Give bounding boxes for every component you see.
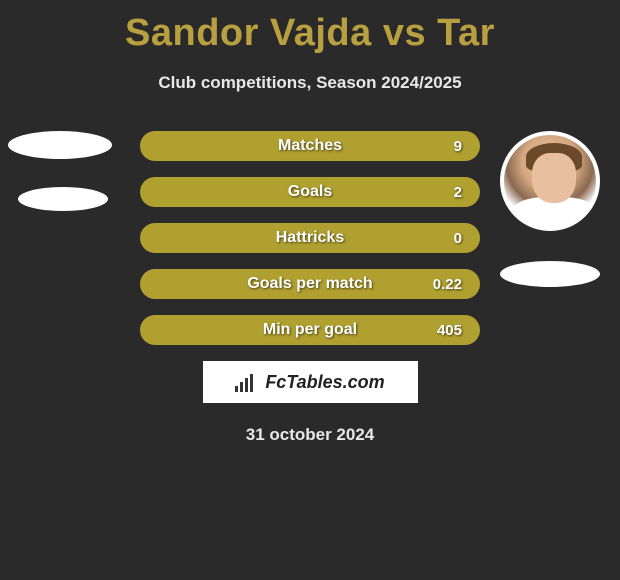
- stat-value: 405: [437, 322, 462, 339]
- subtitle: Club competitions, Season 2024/2025: [0, 73, 620, 93]
- stat-label: Min per goal: [158, 321, 462, 339]
- logo-text: FcTables.com: [265, 372, 384, 393]
- stat-value: 9: [454, 138, 462, 155]
- right-player-group: [500, 131, 600, 287]
- stat-value: 0.22: [433, 276, 462, 293]
- stat-value: 0: [454, 230, 462, 247]
- stat-value: 2: [454, 184, 462, 201]
- page-title: Sandor Vajda vs Tar: [0, 0, 620, 55]
- logo-box: FcTables.com: [203, 361, 418, 403]
- stat-label: Goals: [158, 183, 462, 201]
- stat-label: Matches: [158, 137, 462, 155]
- left-placeholder-group: [8, 131, 112, 211]
- stat-bar-hattricks: Hattricks 0: [140, 223, 480, 253]
- stat-label: Goals per match: [158, 275, 462, 293]
- avatar-face: [532, 153, 576, 203]
- placeholder-ellipse: [8, 131, 112, 159]
- placeholder-ellipse: [500, 261, 600, 287]
- stat-bar-goals: Goals 2: [140, 177, 480, 207]
- player-avatar: [500, 131, 600, 231]
- stat-label: Hattricks: [158, 229, 462, 247]
- placeholder-ellipse: [18, 187, 108, 211]
- stat-bars: Matches 9 Goals 2 Hattricks 0 Goals per …: [140, 123, 480, 345]
- date-text: 31 october 2024: [0, 425, 620, 445]
- content-area: Matches 9 Goals 2 Hattricks 0 Goals per …: [0, 123, 620, 445]
- stat-bar-goals-per-match: Goals per match 0.22: [140, 269, 480, 299]
- stat-bar-min-per-goal: Min per goal 405: [140, 315, 480, 345]
- stat-bar-matches: Matches 9: [140, 131, 480, 161]
- chart-icon: [235, 372, 259, 392]
